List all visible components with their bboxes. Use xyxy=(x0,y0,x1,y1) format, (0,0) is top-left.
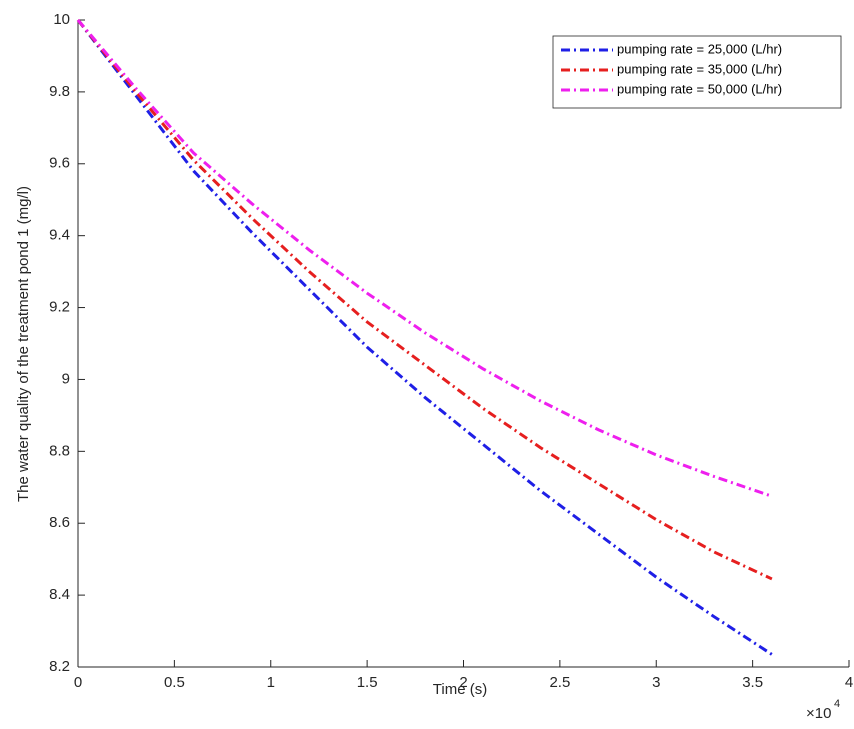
x-multiplier: ×10 xyxy=(806,705,831,722)
y-tick-label: 8.8 xyxy=(49,442,70,459)
legend-label: pumping rate = 35,000 (L/hr) xyxy=(617,61,782,76)
y-axis-label: The water quality of the treatment pond … xyxy=(15,186,32,502)
x-tick-label: 2.5 xyxy=(549,674,570,691)
legend-label: pumping rate = 50,000 (L/hr) xyxy=(617,81,782,96)
y-tick-label: 8.6 xyxy=(49,514,70,531)
line-series xyxy=(76,19,773,498)
y-tick-label: 8.4 xyxy=(49,586,70,603)
x-tick-label: 0 xyxy=(74,674,82,691)
legend: pumping rate = 25,000 (L/hr) pumping rate… xyxy=(552,35,842,109)
y-tick-label: 8.2 xyxy=(49,658,70,675)
y-tick-label: 9.2 xyxy=(49,299,70,316)
y-tick-label: 9.4 xyxy=(49,227,70,244)
x-multiplier-exponent: 4 xyxy=(834,698,840,710)
y-tick-label: 9.8 xyxy=(49,83,70,100)
x-tick-label: 2 xyxy=(459,674,467,691)
legend-box xyxy=(552,35,842,109)
y-tick-label: 9 xyxy=(62,370,70,387)
x-axis-label: Time (s) xyxy=(433,681,487,698)
y-tick-label: 10 xyxy=(53,11,70,28)
x-tick-label: 1.5 xyxy=(357,674,378,691)
x-tick-label: 1 xyxy=(267,674,275,691)
x-tick-label: 3.5 xyxy=(742,674,763,691)
x-tick-label: 3 xyxy=(652,674,660,691)
y-tick-label: 9.6 xyxy=(49,155,70,172)
line-series xyxy=(76,19,773,656)
legend-label: pumping rate = 25,000 (L/hr) xyxy=(617,41,782,56)
x-tick-label: 4 xyxy=(845,674,853,691)
x-tick-label: 0.5 xyxy=(164,674,185,691)
